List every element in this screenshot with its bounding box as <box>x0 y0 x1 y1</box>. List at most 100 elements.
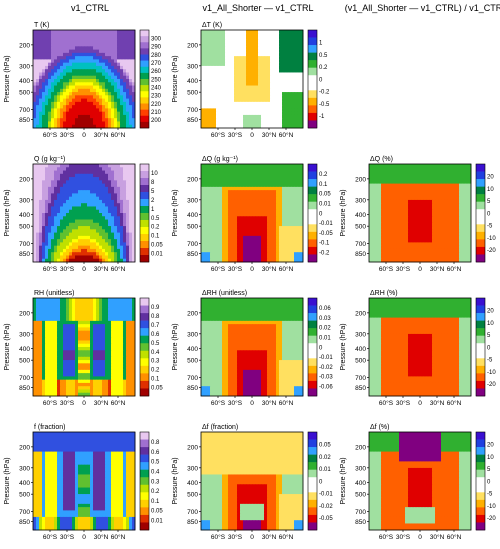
cell <box>420 226 423 230</box>
cell <box>111 203 114 207</box>
cell <box>246 226 249 230</box>
cell <box>99 246 102 250</box>
cell <box>69 246 72 250</box>
cell <box>204 184 207 188</box>
cell <box>459 184 462 188</box>
cell <box>93 112 96 116</box>
cell <box>279 200 282 204</box>
cell <box>378 226 381 230</box>
cell <box>114 63 117 67</box>
cell <box>114 115 117 119</box>
cell <box>219 220 222 224</box>
cell <box>243 63 246 67</box>
cell <box>63 59 66 63</box>
cell <box>90 72 93 76</box>
cell <box>291 171 294 175</box>
cell <box>414 187 417 191</box>
cell <box>216 252 219 256</box>
cell <box>264 184 267 188</box>
cell <box>45 46 48 50</box>
cell <box>462 177 465 181</box>
cell <box>36 252 39 256</box>
cell <box>129 242 132 246</box>
colorbar-swatch <box>308 232 317 240</box>
cell <box>66 86 69 90</box>
cell <box>216 69 219 73</box>
cell <box>216 249 219 253</box>
cell <box>108 72 111 76</box>
cell <box>249 226 252 230</box>
cell <box>78 43 81 47</box>
cell <box>48 89 51 93</box>
cell <box>384 223 387 227</box>
cell <box>33 118 36 122</box>
cell <box>252 89 255 93</box>
cell <box>93 95 96 99</box>
cell <box>105 171 108 175</box>
cell <box>123 184 126 188</box>
cell <box>288 72 291 76</box>
cell <box>213 69 216 73</box>
cell <box>87 255 90 259</box>
cell <box>117 233 120 237</box>
cell <box>219 184 222 188</box>
cell <box>69 197 72 201</box>
cell <box>93 56 96 60</box>
cell <box>228 46 231 50</box>
cell <box>261 89 264 93</box>
cell <box>108 184 111 188</box>
cell <box>384 171 387 175</box>
cell <box>228 252 231 256</box>
cell <box>240 30 243 34</box>
cell <box>402 184 405 188</box>
cell <box>237 249 240 253</box>
cell <box>225 115 228 119</box>
cell <box>246 37 249 41</box>
cell <box>126 216 129 220</box>
cell <box>57 115 60 119</box>
cell <box>411 213 414 217</box>
cell <box>213 167 216 171</box>
cell <box>237 30 240 34</box>
cell <box>66 180 69 184</box>
cell <box>291 30 294 34</box>
cell <box>441 184 444 188</box>
cell <box>120 86 123 90</box>
cell <box>45 213 48 217</box>
cell <box>51 236 54 240</box>
cell <box>81 252 84 256</box>
cell <box>288 187 291 191</box>
cell <box>432 210 435 214</box>
cell <box>462 220 465 224</box>
cell <box>282 89 285 93</box>
cell <box>102 63 105 67</box>
cell <box>273 252 276 256</box>
colorbar-label: 240 <box>151 85 162 91</box>
cell <box>261 193 264 197</box>
cell <box>378 180 381 184</box>
cell <box>261 63 264 67</box>
cell <box>285 226 288 230</box>
cell <box>84 223 87 227</box>
cell <box>99 33 102 37</box>
cell <box>438 213 441 217</box>
cell <box>249 200 252 204</box>
cell <box>291 43 294 47</box>
cell <box>369 190 372 194</box>
cell <box>201 249 204 253</box>
cell <box>87 242 90 246</box>
cell <box>84 233 87 237</box>
cell <box>63 190 66 194</box>
cell <box>243 226 246 230</box>
cell <box>93 220 96 224</box>
cell <box>444 226 447 230</box>
cell <box>219 174 222 178</box>
cell <box>294 210 297 214</box>
cell <box>87 164 90 168</box>
cell <box>252 86 255 90</box>
cell <box>120 82 123 86</box>
colorbar-swatch <box>308 187 317 195</box>
cell <box>78 252 81 256</box>
cell <box>90 233 93 237</box>
